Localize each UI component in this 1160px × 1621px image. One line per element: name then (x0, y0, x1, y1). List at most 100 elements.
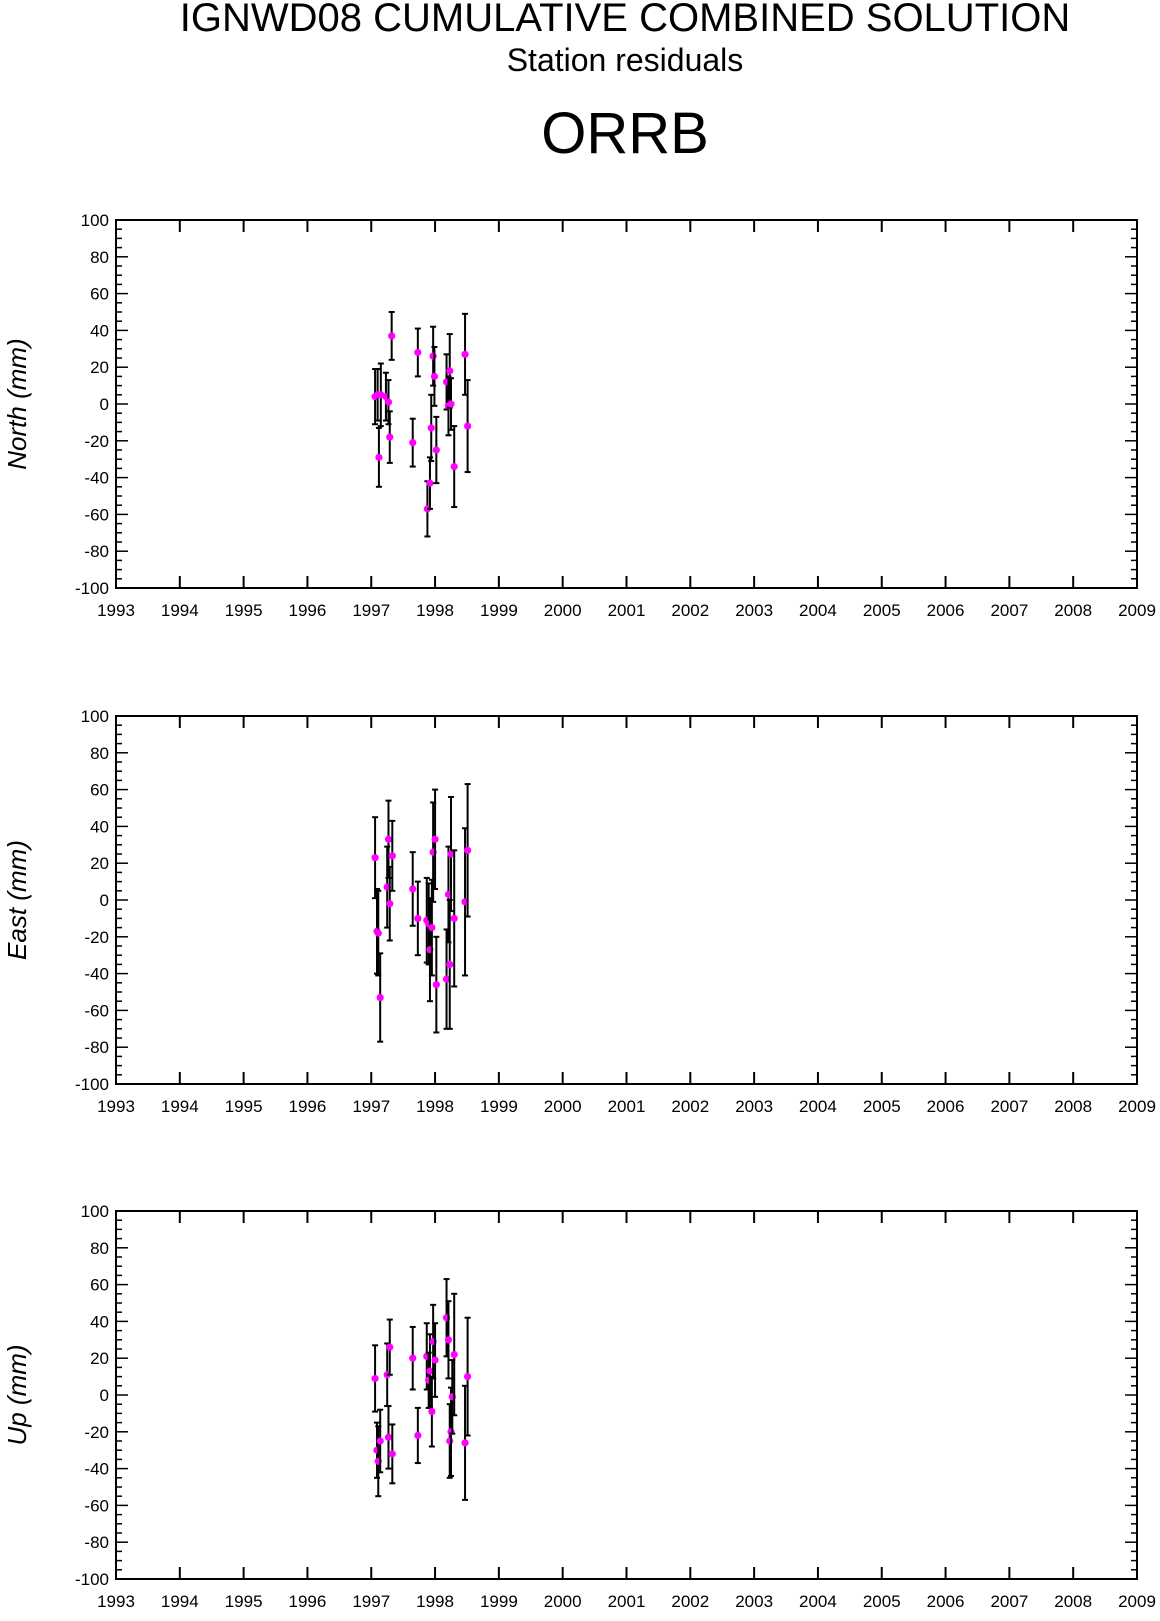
north-x-tick-label: 1998 (416, 601, 454, 620)
up-y-tick-label: -20 (84, 1423, 109, 1442)
north-marker (432, 446, 440, 454)
north-x-tick-label: 2009 (1118, 601, 1156, 620)
north-y-tick-label: -20 (84, 432, 109, 451)
east-data-point (384, 799, 393, 879)
east-x-tick-label: 1996 (289, 1097, 327, 1116)
north-data-point (375, 426, 383, 488)
east-y-tick-label: 0 (100, 891, 109, 910)
up-marker (426, 1367, 434, 1375)
up-marker (450, 1350, 458, 1359)
up-y-tick-label: 60 (90, 1276, 109, 1295)
north-data-point (450, 425, 458, 509)
up-data-point (371, 1344, 379, 1413)
north-marker (409, 439, 417, 447)
up-marker (384, 1433, 393, 1441)
up-marker (414, 1431, 422, 1440)
east-data-point (371, 816, 379, 900)
up-x-tick-label: 2003 (735, 1592, 773, 1611)
east-data-point (386, 865, 394, 942)
up-y-tick-label: 40 (90, 1312, 109, 1331)
east-data-point (450, 849, 458, 988)
up-x-tick-label: 2007 (990, 1592, 1028, 1611)
north-marker (429, 352, 437, 360)
north-data-point (447, 377, 455, 431)
east-plot-frame (115, 715, 1138, 1085)
up-x-tick-label: 1994 (161, 1592, 199, 1611)
north-marker (386, 433, 394, 441)
up-marker (428, 1407, 436, 1416)
east-y-tick-label: -20 (84, 928, 109, 947)
up-x-tick-label: 1996 (289, 1592, 327, 1611)
east-marker (432, 981, 440, 989)
north-marker (427, 424, 435, 432)
north-marker (461, 350, 469, 358)
up-x-tick-label: 2002 (671, 1592, 709, 1611)
east-x-tick-label: 2007 (990, 1097, 1028, 1116)
north-data-point (427, 393, 435, 463)
north-y-tick-label: -40 (84, 469, 109, 488)
east-marker (464, 846, 472, 854)
east-y-tick-label: -100 (75, 1075, 109, 1094)
north-y-tick-label: 60 (90, 285, 109, 304)
east-x-tick-label: 2000 (544, 1097, 582, 1116)
up-plot-frame (115, 1210, 1138, 1580)
up-x-tick-label: 2005 (863, 1592, 901, 1611)
up-data-point (431, 1322, 439, 1398)
chart-title: IGNWD08 CUMULATIVE COMBINED SOLUTION (179, 0, 1071, 40)
north-y-tick-label: -60 (84, 505, 109, 524)
north-y-tick-label: 0 (100, 395, 109, 414)
east-marker (374, 929, 382, 937)
north-marker (464, 422, 472, 430)
north-marker (447, 400, 455, 408)
east-marker (409, 885, 417, 893)
east-marker (442, 975, 451, 983)
north-marker (446, 367, 454, 375)
up-data-point (409, 1325, 417, 1391)
up-x-tick-label: 2004 (799, 1592, 837, 1611)
north-y-tick-label: 80 (90, 248, 109, 267)
north-x-tick-label: 1999 (480, 601, 518, 620)
north-marker (375, 453, 383, 461)
east-y-tick-label: 20 (90, 854, 109, 873)
up-marker (386, 1343, 394, 1351)
up-data-point (386, 1318, 394, 1376)
up-marker (371, 1374, 379, 1383)
east-x-tick-label: 2009 (1118, 1097, 1156, 1116)
east-y-tick-label: -40 (84, 965, 109, 984)
north-marker (450, 462, 458, 471)
east-data-point (464, 783, 472, 918)
up-x-tick-label: 1995 (225, 1592, 263, 1611)
north-marker (426, 479, 434, 487)
north-x-tick-label: 2007 (990, 601, 1028, 620)
north-x-tick-label: 2005 (863, 601, 901, 620)
up-x-tick-label: 1993 (97, 1592, 135, 1611)
up-marker (376, 1437, 384, 1445)
north-x-tick-label: 2002 (671, 601, 709, 620)
north-y-tick-label: 100 (81, 211, 109, 230)
up-x-tick-label: 2006 (927, 1592, 965, 1611)
east-y-tick-label: 100 (81, 707, 109, 726)
up-data-point (464, 1316, 472, 1437)
north-x-tick-label: 1993 (97, 601, 135, 620)
north-data-point (426, 456, 434, 510)
north-x-tick-label: 2006 (927, 601, 965, 620)
up-data-point (414, 1406, 422, 1465)
north-x-tick-label: 1997 (352, 601, 390, 620)
east-marker (431, 835, 439, 843)
north-x-tick-label: 1996 (289, 601, 327, 620)
up-marker (461, 1439, 469, 1447)
north-data-point (464, 379, 472, 474)
east-y-axis-label: East (mm) (2, 840, 32, 960)
east-marker (428, 924, 436, 932)
east-x-tick-label: 1997 (352, 1097, 390, 1116)
east-x-tick-label: 2001 (608, 1097, 646, 1116)
east-data-point (432, 935, 440, 1034)
north-data-point (388, 311, 396, 361)
east-marker (447, 850, 455, 858)
north-x-tick-label: 1995 (225, 601, 263, 620)
north-data-point (386, 410, 394, 464)
north-x-tick-label: 2000 (544, 601, 582, 620)
east-x-tick-label: 1999 (480, 1097, 518, 1116)
east-x-tick-label: 1998 (416, 1097, 454, 1116)
